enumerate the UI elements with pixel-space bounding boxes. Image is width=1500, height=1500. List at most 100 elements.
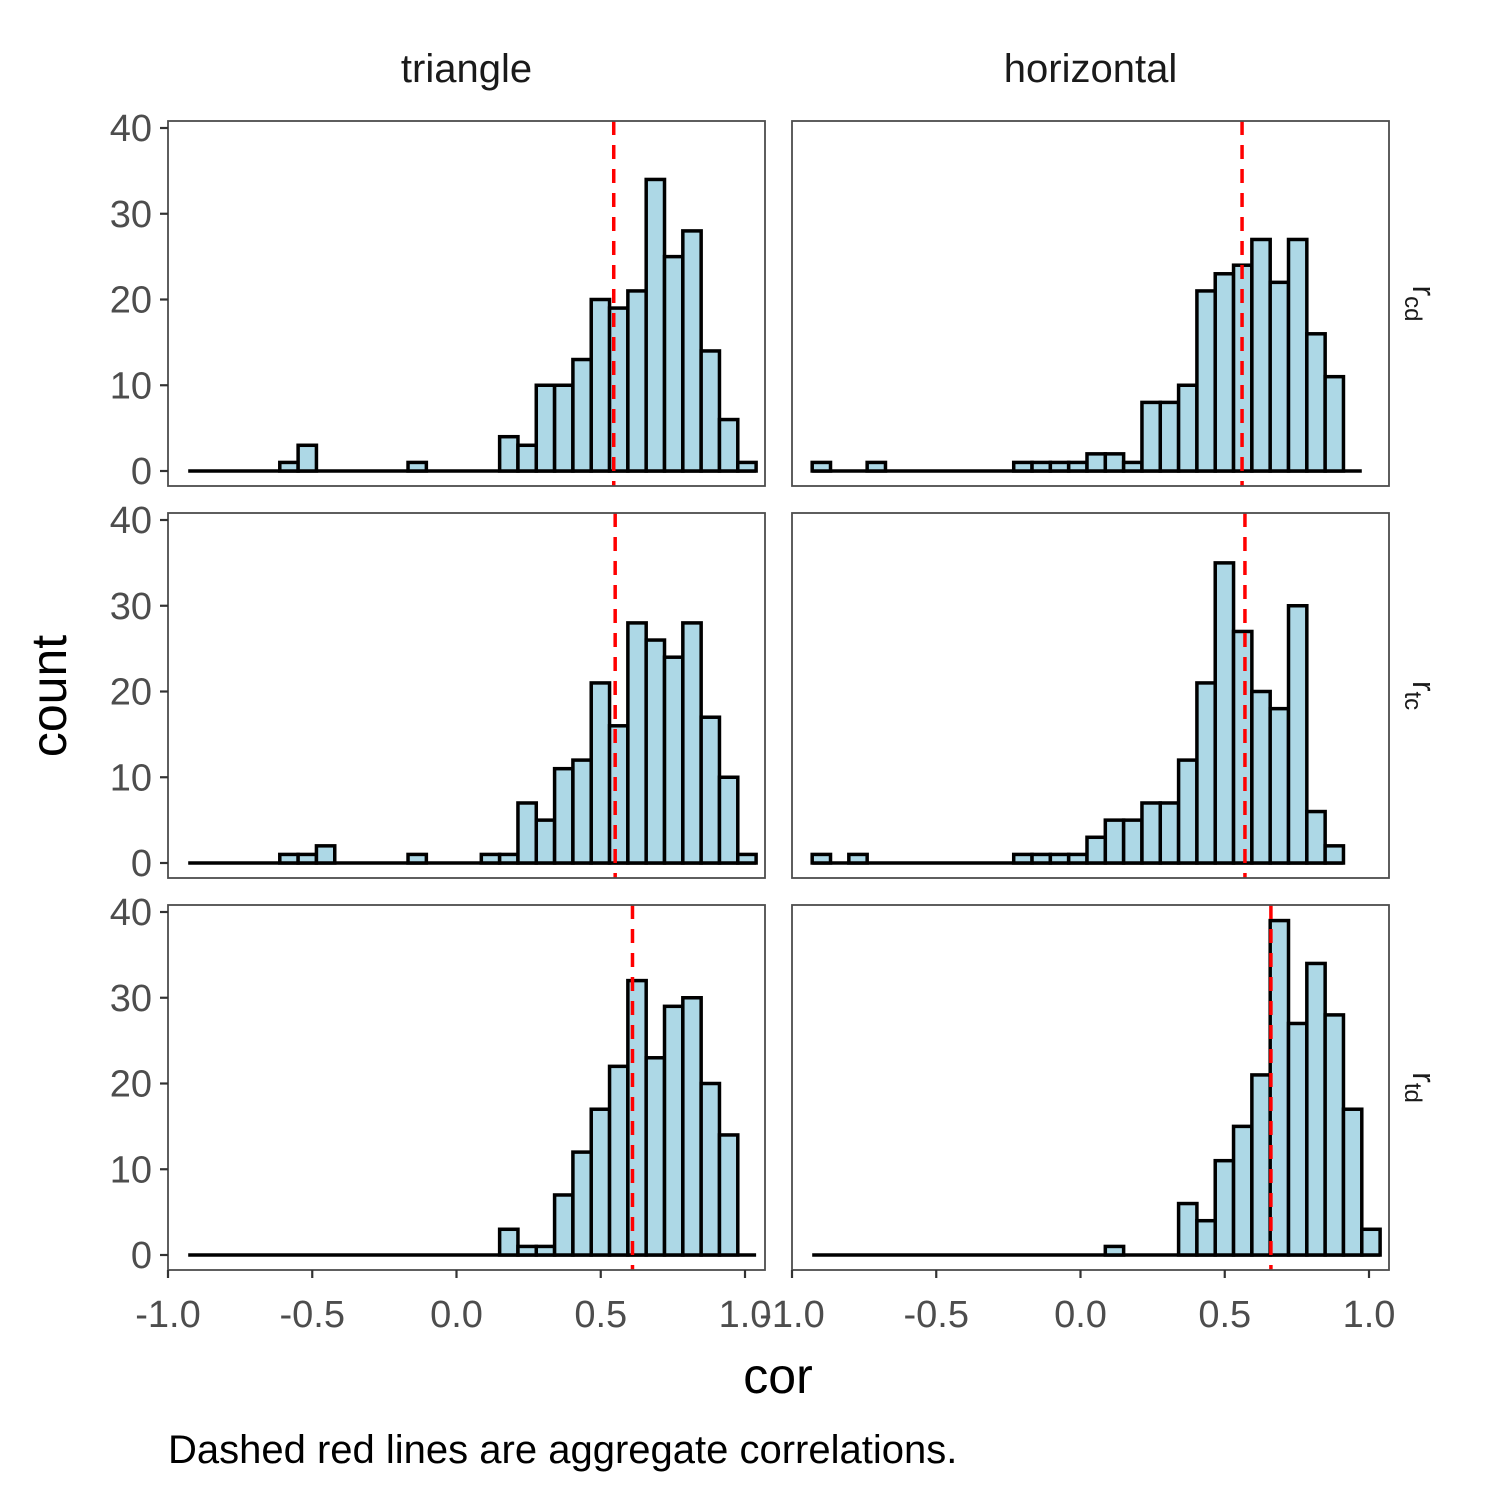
histogram-bar <box>1030 852 1053 865</box>
histogram-bar <box>571 1150 593 1257</box>
y-tick-label: 20 <box>110 672 152 714</box>
histogram-bar <box>516 443 539 473</box>
histogram-bar <box>865 460 888 473</box>
y-tick-label: 0 <box>131 843 152 885</box>
histogram-bar <box>1305 332 1327 473</box>
histogram-bar <box>699 715 722 865</box>
histogram-bar <box>552 383 575 473</box>
x-tick-label: 1.0 <box>1343 1294 1396 1336</box>
y-tick-label: 10 <box>110 1149 152 1191</box>
y-tick-label: 0 <box>131 1235 152 1277</box>
y-tick-label: 40 <box>110 892 152 934</box>
x-tick-label: 0.0 <box>430 1294 483 1336</box>
histogram-bar <box>699 1081 722 1257</box>
x-tick-label: -0.5 <box>904 1294 969 1336</box>
histogram-bar <box>1048 852 1071 865</box>
histogram-bar <box>1268 918 1291 1257</box>
panel-triangle-rtc <box>167 512 766 879</box>
panel-horizontal-rcd <box>791 120 1390 487</box>
histogram-bar <box>1066 460 1089 473</box>
histogram-bar <box>1048 460 1071 473</box>
histogram-bar <box>516 801 539 865</box>
histogram-bar <box>516 1244 539 1257</box>
histogram-bar <box>534 1244 557 1257</box>
column-strip-label: triangle <box>401 47 532 91</box>
panel-border <box>167 120 766 487</box>
histogram-bar <box>589 681 612 865</box>
panel-border <box>791 120 1390 487</box>
histogram-bar <box>278 852 300 865</box>
histogram-bar <box>626 621 648 865</box>
histogram-bar <box>717 1133 740 1257</box>
panel-border <box>791 512 1390 879</box>
histogram-bar <box>1176 383 1199 473</box>
strips-layer: triangle horizontal rcd rtc rtd <box>401 47 1442 1103</box>
histogram-bar <box>497 852 520 865</box>
panel-triangle-rtd <box>167 904 766 1271</box>
histogram-bar <box>296 443 319 473</box>
histogram-bar <box>1341 1107 1364 1257</box>
histogram-bar <box>607 724 630 865</box>
y-tick-label: 30 <box>110 194 152 236</box>
histogram-bar <box>1286 237 1309 473</box>
histogram-bar <box>717 775 740 865</box>
histogram-bar <box>1305 961 1327 1257</box>
histogram-bar <box>571 758 593 865</box>
histogram-bar <box>534 383 557 473</box>
histogram-bar <box>810 852 833 865</box>
y-tick-label: 10 <box>110 365 152 407</box>
histogram-bar <box>607 1064 630 1257</box>
panel-border <box>167 904 766 1271</box>
histogram-bar <box>1231 1124 1254 1257</box>
histogram-bar <box>1158 400 1181 473</box>
panel-horizontal-rtc <box>791 512 1390 879</box>
histogram-bar <box>1286 1021 1309 1257</box>
histogram-bar <box>552 766 575 865</box>
histogram-bar <box>681 621 703 865</box>
y-tick-label: 30 <box>110 586 152 628</box>
x-tick-label: -0.5 <box>280 1294 345 1336</box>
histogram-bar <box>644 638 667 865</box>
histogram-bar <box>278 460 300 473</box>
histogram-bar <box>1231 629 1254 865</box>
histogram-bar <box>314 844 337 865</box>
histogram-bar <box>1030 460 1053 473</box>
histogram-bar <box>1268 280 1291 473</box>
y-tick-label: 20 <box>110 280 152 322</box>
histogram-bar <box>847 852 869 865</box>
y-axes-layer: 0 10 20 30 40 0 10 20 30 40 0 10 20 30 40 <box>110 108 168 1277</box>
histogram-bar <box>1140 400 1163 473</box>
histogram-bar <box>1140 801 1163 865</box>
histogram-bar <box>1176 758 1199 865</box>
histogram-bar <box>736 852 758 865</box>
histogram-bar <box>1103 818 1126 865</box>
x-tick-label: 0.5 <box>574 1294 627 1336</box>
histogram-bar <box>534 818 557 865</box>
histogram-bar <box>1360 1227 1382 1257</box>
histogram-bar <box>1305 809 1327 865</box>
histogram-bar <box>717 417 740 473</box>
histogram-bar <box>296 852 319 865</box>
histogram-bar <box>681 229 703 473</box>
histogram-bar <box>1011 460 1034 473</box>
y-tick-label: 30 <box>110 978 152 1020</box>
histogram-bar <box>1195 289 1217 473</box>
histogram-bar <box>1066 852 1089 865</box>
histogram-bar <box>662 1004 685 1257</box>
histogram-bar <box>1121 818 1144 865</box>
histogram-bar <box>1250 689 1272 865</box>
histogram-bar <box>479 852 502 865</box>
histogram-bar <box>1195 1218 1217 1257</box>
histogram-bar <box>406 460 429 473</box>
histogram-bar <box>662 655 685 865</box>
histogram-bar <box>1250 1073 1272 1257</box>
histogram-bar <box>1121 460 1144 473</box>
panels-layer <box>167 120 1390 1271</box>
histogram-bar <box>681 996 703 1257</box>
figure-caption: Dashed red lines are aggregate correlati… <box>168 1428 957 1472</box>
histogram-bar <box>497 1227 520 1257</box>
panel-border <box>167 512 766 879</box>
histogram-bar <box>1176 1201 1199 1257</box>
histogram-bar <box>1103 452 1126 473</box>
